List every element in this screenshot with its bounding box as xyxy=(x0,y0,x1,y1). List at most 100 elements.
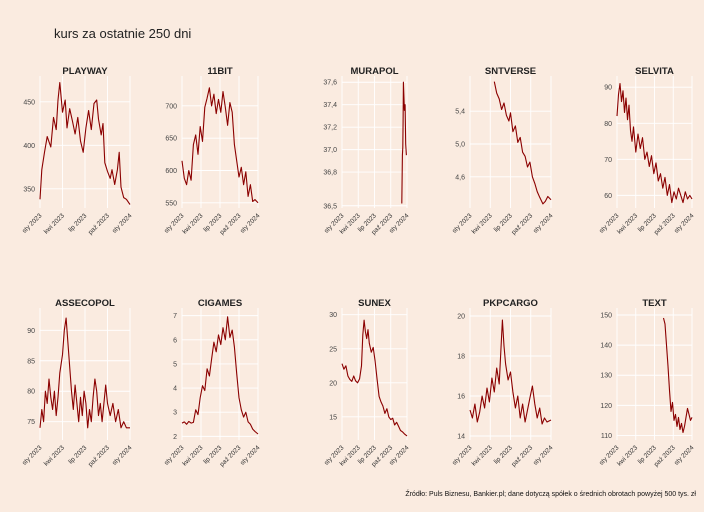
y-tick-label: 150 xyxy=(600,313,612,320)
panel-title: PKPCARGO xyxy=(483,298,538,309)
y-tick-label: 450 xyxy=(23,99,35,106)
x-tick-label: kwi 2023 xyxy=(181,212,204,235)
x-tick-label: sty 2024 xyxy=(239,444,262,467)
x-tick-label: paź 2023 xyxy=(219,444,243,468)
x-tick-label: sty 2024 xyxy=(673,212,696,235)
y-tick-label: 16 xyxy=(457,394,465,401)
x-tick-label: lip 2023 xyxy=(67,444,88,465)
y-tick-label: 5,0 xyxy=(455,142,465,149)
x-tick-label: kwi 2023 xyxy=(43,212,66,235)
x-tick-label: lip 2023 xyxy=(67,212,88,233)
price-line-selvita xyxy=(616,83,693,204)
y-tick-label: 80 xyxy=(604,121,612,128)
y-tick-label: 350 xyxy=(23,186,35,193)
y-tick-label: 37,0 xyxy=(323,147,337,154)
x-tick-label: sty 2024 xyxy=(239,212,262,235)
panel-title: MURAPOL xyxy=(350,66,398,77)
panel-title: TEXT xyxy=(642,298,666,309)
panel-assecopol: ASSECOPOL 75 80 85 90 sty 2023 kwi 2023 lip 202… xyxy=(21,298,134,468)
x-tick-label: kwi 2023 xyxy=(471,444,494,467)
y-tick-label: 90 xyxy=(27,328,35,335)
price-line-assecopol xyxy=(39,317,130,429)
panel-title: ASSECOPOL xyxy=(55,298,115,309)
y-tick-label: 75 xyxy=(27,419,35,426)
y-tick-label: 600 xyxy=(165,168,177,175)
y-tick-label: 36,5 xyxy=(323,203,337,210)
y-tick-label: 80 xyxy=(27,389,35,396)
y-tick-label: 37,6 xyxy=(323,80,337,87)
x-tick-label: kwi 2023 xyxy=(616,212,639,235)
y-tick-label: 25 xyxy=(329,346,337,353)
source-note: Źródło: Puls Biznesu, Bankier.pl; dane d… xyxy=(405,491,696,498)
price-line-murapol xyxy=(401,81,407,204)
panel-title: SELVITA xyxy=(635,66,674,77)
y-tick-label: 14 xyxy=(457,434,465,441)
x-tick-label: kwi 2023 xyxy=(43,444,66,467)
y-tick-label: 4 xyxy=(173,386,177,393)
x-tick-label: kwi 2023 xyxy=(471,212,494,235)
x-tick-label: sty 2024 xyxy=(111,444,134,467)
y-tick-label: 30 xyxy=(329,312,337,319)
price-line-11bit xyxy=(181,87,259,204)
y-tick-label: 15 xyxy=(329,414,337,421)
price-line-pkpcargo xyxy=(469,319,552,425)
panel-title: SUNEX xyxy=(358,298,391,309)
panel-title: PLAYWAY xyxy=(62,66,108,77)
y-tick-label: 4,6 xyxy=(455,174,465,181)
x-tick-label: paź 2023 xyxy=(219,212,243,236)
x-tick-label: kwi 2023 xyxy=(181,444,204,467)
y-tick-label: 6 xyxy=(173,337,177,344)
x-tick-label: sty 2024 xyxy=(111,212,134,235)
x-tick-label: paź 2023 xyxy=(87,444,111,468)
y-tick-label: 120 xyxy=(600,403,612,410)
x-tick-label: paź 2023 xyxy=(510,212,534,236)
x-tick-label: sty 2023 xyxy=(21,212,44,235)
x-tick-label: sty 2024 xyxy=(532,212,555,235)
y-tick-label: 90 xyxy=(604,85,612,92)
y-tick-label: 400 xyxy=(23,143,35,150)
panel-title: 11BIT xyxy=(207,66,233,77)
price-line-playway xyxy=(39,82,131,205)
x-tick-label: paź 2023 xyxy=(653,444,677,468)
x-tick-label: kwi 2023 xyxy=(616,444,639,467)
y-tick-label: 700 xyxy=(165,103,177,110)
y-tick-label: 3 xyxy=(173,410,177,417)
y-tick-label: 37,4 xyxy=(323,102,337,109)
price-line-sunex xyxy=(341,319,408,437)
y-tick-label: 5,4 xyxy=(455,109,465,116)
chart-title: kurs za ostatnie 250 dni xyxy=(54,26,192,41)
x-tick-label: sty 2024 xyxy=(532,444,555,467)
y-tick-label: 130 xyxy=(600,373,612,380)
x-tick-label: sty 2024 xyxy=(673,444,696,467)
y-tick-label: 7 xyxy=(173,313,177,320)
price-line-sntverse xyxy=(493,81,552,205)
y-tick-label: 140 xyxy=(600,343,612,350)
y-tick-label: 18 xyxy=(457,354,465,361)
y-tick-label: 20 xyxy=(457,314,465,321)
y-tick-label: 60 xyxy=(604,193,612,200)
x-tick-label: paź 2023 xyxy=(510,444,534,468)
y-tick-label: 5 xyxy=(173,361,177,368)
x-tick-label: paź 2023 xyxy=(87,212,111,236)
y-tick-label: 650 xyxy=(165,136,177,143)
x-tick-label: sty 2023 xyxy=(21,444,44,467)
price-line-text xyxy=(662,317,693,434)
y-tick-label: 110 xyxy=(601,433,612,440)
panel-title: SNTVERSE xyxy=(485,66,536,77)
panel-title: CIGAMES xyxy=(198,298,242,309)
y-tick-label: 550 xyxy=(165,200,177,207)
y-tick-label: 2 xyxy=(173,434,177,441)
price-line-cigames xyxy=(181,316,259,435)
y-tick-label: 37,2 xyxy=(323,125,337,132)
y-tick-label: 20 xyxy=(329,380,337,387)
y-tick-label: 70 xyxy=(604,157,612,164)
